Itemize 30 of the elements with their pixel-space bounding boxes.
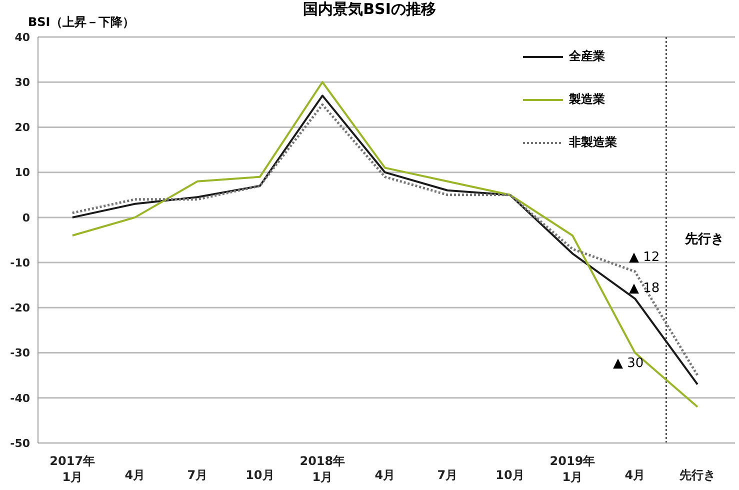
y-tick-label: -10 bbox=[10, 256, 30, 270]
y-tick-label: 0 bbox=[22, 211, 30, 224]
legend-label: 製造業 bbox=[568, 91, 606, 108]
chart-title: 国内景気BSIの推移 bbox=[303, 0, 436, 18]
x-tick-label: 2017年 1月 bbox=[50, 454, 96, 484]
x-tick-label: 2019年 1月 bbox=[550, 454, 596, 484]
x-tick-label: 7月 bbox=[187, 468, 208, 482]
x-tick-label: 10月 bbox=[246, 468, 274, 482]
legend-label: 非製造業 bbox=[568, 134, 617, 151]
x-tick-label: 4月 bbox=[624, 468, 646, 482]
y-tick-label: -20 bbox=[10, 302, 30, 315]
x-tick-label: 7月 bbox=[437, 468, 458, 482]
y-tick-label: 40 bbox=[14, 30, 30, 44]
x-tick-label: 4月 bbox=[374, 468, 396, 482]
annotation: ▲ 18 bbox=[628, 281, 661, 296]
y-tick-label: 10 bbox=[14, 166, 30, 180]
annotation: ▲ 12 bbox=[628, 250, 661, 265]
y-tick-label: 20 bbox=[14, 121, 30, 134]
x-tick-label: 2018年 1月 bbox=[300, 454, 346, 484]
y-tick-label: -50 bbox=[10, 436, 30, 450]
annotation: ▲ 30 bbox=[612, 356, 645, 371]
x-tick-label: 10月 bbox=[496, 468, 524, 482]
legend-label: 全産業 bbox=[568, 48, 606, 65]
annotation: 先行き bbox=[684, 232, 725, 247]
y-tick-label: -40 bbox=[10, 392, 30, 405]
y-tick-label: 30 bbox=[14, 76, 30, 90]
x-tick-label: 先行き bbox=[678, 468, 716, 482]
y-tick-label: -30 bbox=[10, 346, 30, 360]
y-axis-title: BSI（上昇－下降） bbox=[28, 14, 134, 31]
x-tick-label: 4月 bbox=[124, 468, 146, 482]
